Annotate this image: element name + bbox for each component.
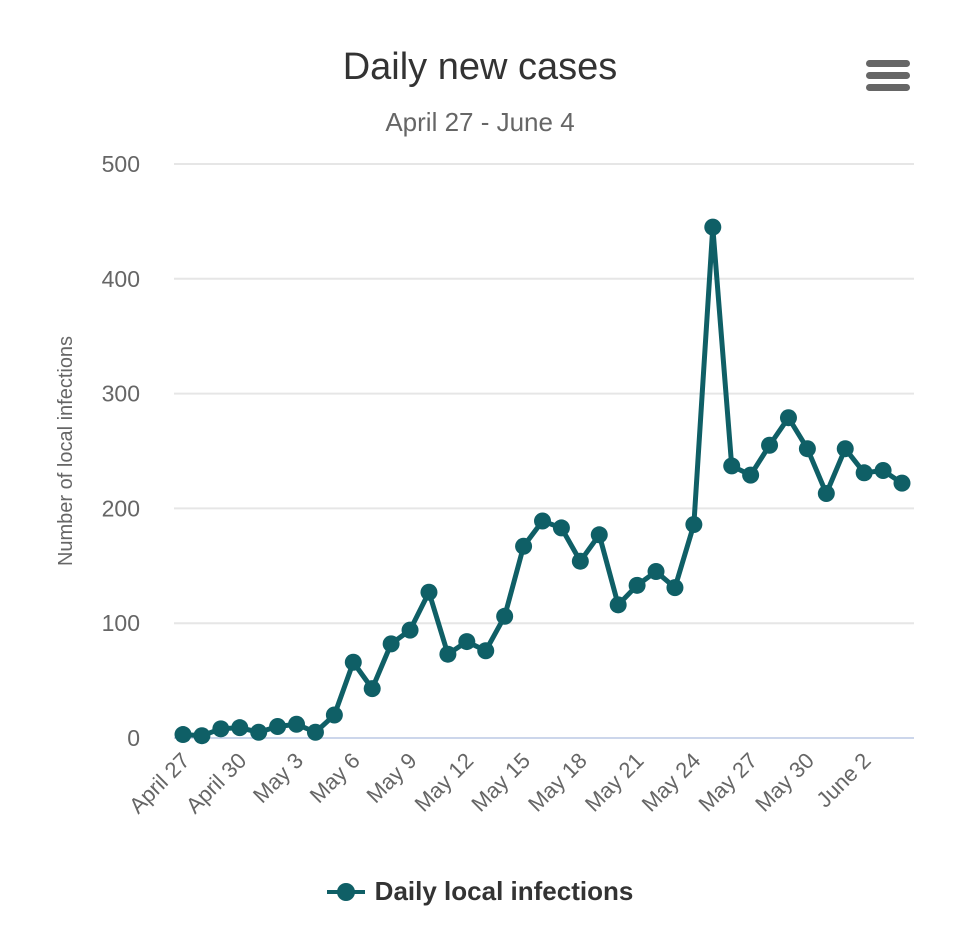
data-point[interactable] xyxy=(306,723,324,741)
data-point[interactable] xyxy=(231,719,249,737)
data-point[interactable] xyxy=(609,596,627,614)
data-point[interactable] xyxy=(685,515,703,533)
x-tick-label: May 18 xyxy=(523,748,592,817)
x-tick-label: May 3 xyxy=(248,748,308,808)
data-point[interactable] xyxy=(874,462,892,480)
data-point[interactable] xyxy=(742,466,760,484)
legend: Daily local infections xyxy=(0,876,960,909)
data-point[interactable] xyxy=(382,635,400,653)
data-point[interactable] xyxy=(344,653,362,671)
data-point[interactable] xyxy=(288,715,306,733)
menu-bar xyxy=(866,60,910,67)
data-point[interactable] xyxy=(552,519,570,537)
x-tick-label: May 24 xyxy=(637,748,706,817)
legend-label: Daily local infections xyxy=(374,876,634,906)
y-axis-label: Number of local infections xyxy=(55,336,77,566)
chart-subtitle: April 27 - June 4 xyxy=(385,107,575,137)
data-point[interactable] xyxy=(798,440,816,458)
legend-marker-icon xyxy=(326,882,365,902)
series-daily-local-infections xyxy=(174,218,911,745)
data-point[interactable] xyxy=(250,723,268,741)
data-point[interactable] xyxy=(363,680,381,698)
x-tick-label: May 6 xyxy=(305,748,365,808)
gridlines xyxy=(174,163,914,739)
menu-bar xyxy=(866,84,910,91)
y-tick-label: 400 xyxy=(102,266,140,292)
x-tick-label: May 27 xyxy=(693,748,762,817)
y-tick-label: 0 xyxy=(127,725,140,751)
x-tick-label: June 2 xyxy=(811,748,875,812)
data-point[interactable] xyxy=(628,576,646,594)
data-point[interactable] xyxy=(761,436,779,454)
y-tick-label: 300 xyxy=(102,381,140,407)
data-point[interactable] xyxy=(174,726,192,744)
y-axis-ticks: 0 100 200 300 400 500 xyxy=(102,151,140,751)
x-tick-label: May 30 xyxy=(750,748,819,817)
data-point[interactable] xyxy=(666,579,684,597)
data-point[interactable] xyxy=(420,583,438,601)
y-tick-label: 200 xyxy=(102,495,140,521)
data-point[interactable] xyxy=(193,727,211,745)
x-tick-label: May 12 xyxy=(410,748,479,817)
chart-title: Daily new cases xyxy=(342,46,618,88)
data-point[interactable] xyxy=(401,621,419,639)
data-point[interactable] xyxy=(439,645,457,663)
data-point[interactable] xyxy=(647,563,665,581)
data-point[interactable] xyxy=(836,440,854,458)
data-point[interactable] xyxy=(534,512,551,530)
data-point[interactable] xyxy=(704,218,722,236)
x-tick-label: April 30 xyxy=(181,748,251,818)
y-tick-label: 100 xyxy=(102,610,140,636)
data-point[interactable] xyxy=(893,474,911,492)
data-point[interactable] xyxy=(723,457,741,475)
data-point[interactable] xyxy=(515,537,533,555)
menu-bar xyxy=(866,72,910,79)
data-point[interactable] xyxy=(477,642,495,660)
data-point[interactable] xyxy=(458,633,476,651)
data-point[interactable] xyxy=(855,464,873,482)
legend-item[interactable]: Daily local infections xyxy=(326,876,634,907)
data-point[interactable] xyxy=(269,718,287,736)
series-line xyxy=(182,224,904,739)
y-tick-label: 500 xyxy=(102,151,140,177)
data-point[interactable] xyxy=(571,552,589,570)
data-point[interactable] xyxy=(590,526,608,544)
hamburger-menu-icon[interactable] xyxy=(866,60,910,96)
x-tick-label: May 21 xyxy=(580,748,649,817)
x-tick-label: May 15 xyxy=(466,748,535,817)
data-point[interactable] xyxy=(496,607,514,625)
data-point[interactable] xyxy=(325,706,343,724)
data-point[interactable] xyxy=(817,484,835,502)
data-point[interactable] xyxy=(212,720,230,738)
data-point[interactable] xyxy=(779,409,797,427)
x-tick-label: April 27 xyxy=(124,748,194,818)
